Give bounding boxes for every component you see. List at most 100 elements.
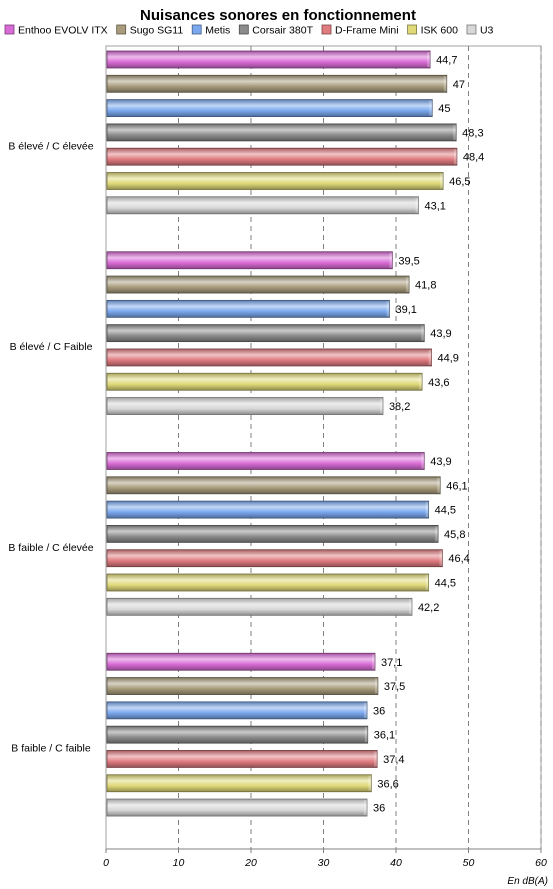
bar-cap-b-eleve-c-elevee-metis [429,100,433,116]
bar-cap-b-faible-c-faible-corsair-380t [364,727,368,743]
bar-cap-b-eleve-c-elevee-u3 [415,197,419,213]
x-tick-label-30: 30 [318,857,330,869]
value-label-b-faible-c-faible-sugo-sg11: 37,5 [384,681,405,693]
legend-item-u3: U3 [466,24,494,37]
legend-label-corsair-380t: Corsair 380T [252,25,313,37]
category-labels: B élevé / C élevée B élevé / C Faible B fa… [8,140,93,754]
bar-cap-b-eleve-c-elevee-sugo-sg11 [443,76,447,92]
bar-cap-b-eleve-c-faible-enthoo-evolv-itx [389,252,393,268]
bar-cap-b-faible-c-faible-metis [364,702,367,718]
chart-title: Nuisances sonores en fonctionnement [140,7,416,24]
bar-cap-b-faible-c-elevee-metis [425,502,429,518]
bar-b-faible-c-elevee-isk-600 [106,573,430,592]
value-label-b-eleve-c-elevee-sugo-sg11: 47 [453,79,465,91]
legend-swatch-isk-600 [407,24,417,35]
legend-swatch-corsair-380t [238,24,249,35]
legend-label-d-frame-mini: D-Frame Mini [335,25,399,37]
legend-swatch-enthoo-evolv-itx [4,24,15,35]
bar-cap-b-faible-c-elevee-enthoo-evolv-itx [421,453,425,469]
bar-cap-b-faible-c-faible-enthoo-evolv-itx [371,654,375,670]
bar-cap-b-faible-c-elevee-corsair-380t [435,526,439,542]
x-tick-label-50: 50 [463,857,475,869]
legend-swatch-u3 [466,24,477,35]
bar-b-faible-c-faible-isk-600 [106,774,372,793]
value-label-b-faible-c-elevee-corsair-380t: 45,8 [444,529,465,541]
value-label-b-faible-c-elevee-sugo-sg11: 46,1 [446,480,467,492]
bar-b-faible-c-faible-corsair-380t [106,725,369,744]
bar-cap-b-faible-c-faible-d-frame-mini [374,751,378,767]
value-label-b-eleve-c-elevee-corsair-380t: 48,3 [462,127,483,139]
bar-cap-b-eleve-c-faible-d-frame-mini [428,349,432,365]
bar-cap-b-faible-c-elevee-u3 [408,599,412,615]
bar-cap-b-eleve-c-elevee-d-frame-mini [453,149,457,165]
legend-item-enthoo-evolv-itx: Enthoo EVOLV ITX [4,24,108,37]
legend-swatch-sugo-sg11 [116,24,127,35]
bar-cap-b-eleve-c-faible-isk-600 [419,374,423,390]
value-label-b-faible-c-faible-corsair-380t: 36,1 [374,730,395,742]
bar-group-b-eleve-c-faible [106,251,432,415]
bar-b-faible-c-faible-enthoo-evolv-itx [106,652,376,671]
legend-label-enthoo-evolv-itx: Enthoo EVOLV ITX [18,25,108,37]
bar-b-faible-c-faible-sugo-sg11 [106,677,379,695]
bar-b-faible-c-faible-metis [106,701,368,720]
bar-cap-b-faible-c-elevee-isk-600 [425,575,429,590]
value-label-b-eleve-c-elevee-metis: 45 [438,103,450,115]
category-label-b-faible-c-faible: B faible / C faible [11,743,91,755]
bar-b-faible-c-elevee-u3 [106,597,413,616]
bar-cap-b-faible-c-faible-u3 [364,800,367,816]
bar-b-eleve-c-elevee-corsair-380t [106,123,457,142]
value-label-b-eleve-c-elevee-isk-600: 46,5 [449,176,470,188]
bar-b-eleve-c-elevee-d-frame-mini [106,147,458,166]
bar-b-faible-c-elevee-enthoo-evolv-itx [106,452,425,470]
bar-cap-b-faible-c-faible-sugo-sg11 [374,678,378,694]
legend-item-sugo-sg11: Sugo SG11 [116,24,184,37]
value-label-b-eleve-c-elevee-u3: 43,1 [424,200,445,212]
bar-b-eleve-c-elevee-metis [106,99,433,117]
category-label-b-faible-c-elevee: B faible / C élevée [8,542,93,554]
value-label-b-faible-c-faible-u3: 36 [373,803,385,815]
value-label-b-eleve-c-faible-isk-600: 43,6 [428,377,449,389]
bar-b-eleve-c-elevee-isk-600 [106,172,444,190]
value-label-b-faible-c-faible-isk-600: 36,6 [377,778,398,790]
legend-label-sugo-sg11: Sugo SG11 [130,25,184,37]
bar-b-eleve-c-faible-corsair-380t [106,324,425,343]
x-tick-label-20: 20 [244,857,257,869]
value-label-b-faible-c-faible-d-frame-mini: 37,4 [383,754,404,766]
bar-cap-b-faible-c-elevee-d-frame-mini [439,550,443,566]
bar-b-eleve-c-faible-metis [106,299,390,318]
bar-b-eleve-c-faible-isk-600 [106,372,423,391]
bar-cap-b-eleve-c-faible-u3 [379,398,383,414]
legend: Enthoo EVOLV ITX Sugo SG11 Metis Corsair 38… [4,24,494,37]
value-label-b-eleve-c-elevee-d-frame-mini: 48,4 [463,152,484,164]
bar-b-eleve-c-elevee-enthoo-evolv-itx [106,50,431,69]
bar-cap-b-eleve-c-faible-metis [386,301,390,317]
x-tick-label-60: 60 [535,857,547,869]
value-label-b-eleve-c-faible-enthoo-evolv-itx: 39,5 [398,255,419,267]
bar-cap-b-eleve-c-faible-corsair-380t [421,325,425,341]
category-label-b-eleve-c-elevee: B élevé / C élevée [8,140,93,152]
value-label-b-eleve-c-faible-metis: 39,1 [395,304,416,316]
bar-b-faible-c-elevee-d-frame-mini [106,549,443,568]
legend-swatch-d-frame-mini [321,24,332,35]
value-label-b-eleve-c-faible-u3: 38,2 [389,401,410,413]
bar-b-eleve-c-faible-sugo-sg11 [106,275,410,294]
x-axis-title: En dB(A) [507,876,548,887]
legend-item-isk-600: ISK 600 [407,24,459,37]
bar-cap-b-faible-c-faible-isk-600 [368,775,372,791]
bar-b-faible-c-elevee-corsair-380t [106,525,439,543]
bar-cap-b-faible-c-elevee-sugo-sg11 [437,477,441,493]
category-label-b-eleve-c-faible: B élevé / C Faible [10,341,93,353]
bar-b-eleve-c-faible-d-frame-mini [106,348,432,367]
x-tick-label-40: 40 [390,857,402,869]
value-label-b-faible-c-faible-metis: 36 [373,705,385,717]
value-label-b-faible-c-elevee-u3: 42,2 [418,602,439,614]
bar-b-faible-c-elevee-sugo-sg11 [106,476,441,495]
bar-b-eleve-c-faible-enthoo-evolv-itx [106,251,393,270]
value-label-b-faible-c-elevee-isk-600: 44,5 [435,578,456,590]
legend-label-u3: U3 [480,25,494,37]
legend-label-isk-600: ISK 600 [421,25,459,37]
x-tick-label-0: 0 [103,857,109,869]
x-tick-label-10: 10 [173,857,185,869]
